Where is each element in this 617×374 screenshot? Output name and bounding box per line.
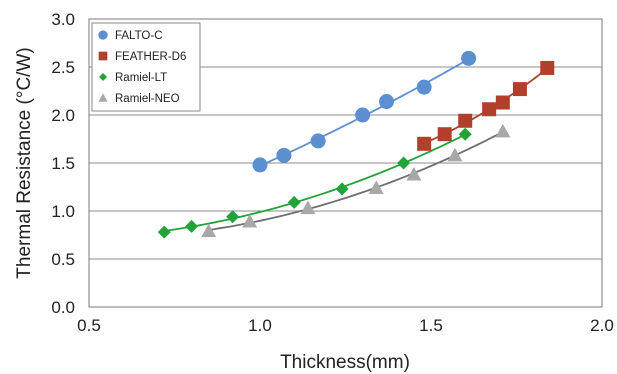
data-point-ramiel-neo <box>242 214 258 228</box>
data-point-feather-d6 <box>540 60 555 75</box>
data-point-ramiel-lt <box>335 182 349 196</box>
y-tick-label: 3.0 <box>51 10 75 29</box>
y-tick-label: 1.5 <box>51 154 75 173</box>
data-point-falto-c <box>252 157 268 173</box>
data-point-ramiel-lt <box>287 195 301 209</box>
data-point-ramiel-lt <box>458 127 472 141</box>
data-point-ramiel-neo <box>495 123 511 138</box>
data-point-feather-d6 <box>417 136 432 151</box>
y-tick-label: 2.5 <box>51 58 75 77</box>
series-lines <box>164 58 548 232</box>
y-tick-label: 0.5 <box>51 250 75 269</box>
data-point-feather-d6 <box>437 127 452 142</box>
data-point-ramiel-lt <box>226 210 240 224</box>
data-point-falto-c <box>416 79 432 95</box>
legend-label: FALTO-C <box>115 30 163 42</box>
data-point-ramiel-neo <box>447 147 463 162</box>
data-point-ramiel-lt <box>185 219 199 233</box>
legend-label: Ramiel-LT <box>115 72 167 84</box>
y-axis-label: Thermal Resistance (°C/W) <box>14 47 35 278</box>
data-point-feather-d6 <box>458 113 473 128</box>
series-line-ramiel-lt <box>164 133 466 232</box>
legend-marker-feather-d6 <box>98 51 108 61</box>
legend-marker-ramiel-lt <box>98 72 108 82</box>
data-point-ramiel-neo <box>406 167 422 181</box>
data-point-feather-d6 <box>512 82 527 97</box>
data-point-falto-c <box>276 147 292 163</box>
data-point-feather-d6 <box>482 102 497 117</box>
series-line-ramiel-neo <box>208 131 504 231</box>
data-point-ramiel-neo <box>300 200 316 215</box>
data-point-falto-c <box>461 50 477 66</box>
legend-label: Ramiel-NEO <box>115 93 180 105</box>
y-tick-label: 1.0 <box>51 202 75 221</box>
plot-frame <box>88 18 603 308</box>
x-tick-label: 2.0 <box>590 316 614 335</box>
data-point-falto-c <box>310 133 326 149</box>
data-point-ramiel-lt <box>397 156 411 170</box>
data-point-ramiel-neo <box>368 180 384 194</box>
y-tick-label: 0.0 <box>51 298 75 317</box>
x-tick-label: 1.0 <box>248 316 272 335</box>
legend-marker-ramiel-neo <box>98 93 108 102</box>
legend-box <box>91 22 201 112</box>
x-tick-label: 0.5 <box>77 316 101 335</box>
data-point-falto-c <box>379 94 395 110</box>
legend-marker-falto-c <box>98 30 108 40</box>
legend-label: FEATHER-D6 <box>115 51 186 63</box>
data-point-ramiel-lt <box>157 225 171 239</box>
legend: FALTO-C FEATHER-D6 Ramiel-LT Ramiel-NEO <box>91 22 201 112</box>
data-point-ramiel-neo <box>201 223 217 238</box>
tick-labels: 0.00.51.01.52.02.53.00.5 1.0 1.5 2.0 <box>51 10 613 335</box>
data-point-falto-c <box>355 107 371 123</box>
data-points <box>157 50 555 239</box>
data-point-feather-d6 <box>495 95 510 110</box>
x-axis-label: Thickness(mm) <box>280 352 410 373</box>
y-tick-label: 2.0 <box>51 106 75 125</box>
x-tick-label: 1.5 <box>419 316 443 335</box>
